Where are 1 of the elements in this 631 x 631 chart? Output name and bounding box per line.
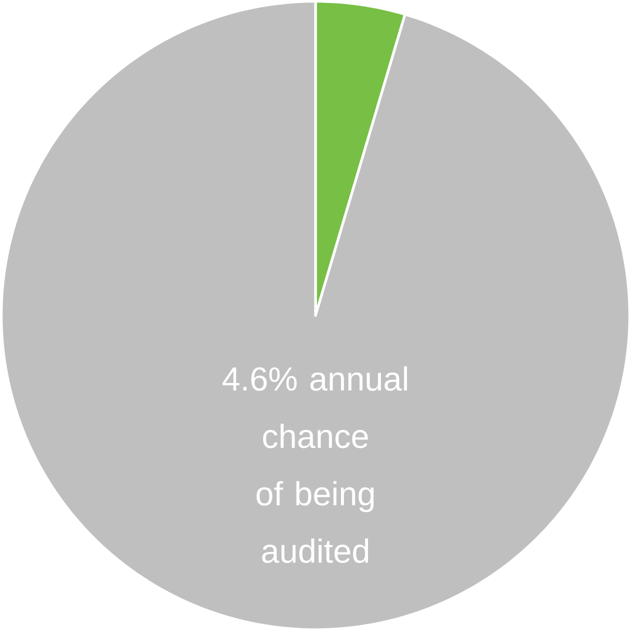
text: 4.6% annual chance of being audited [222,366,407,563]
